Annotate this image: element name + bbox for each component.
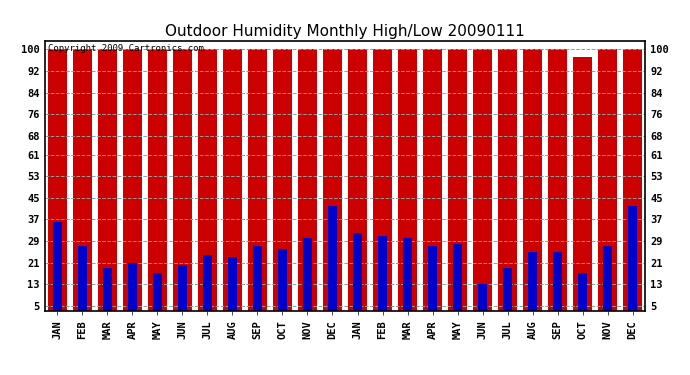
Title: Outdoor Humidity Monthly High/Low 20090111: Outdoor Humidity Monthly High/Low 200901… xyxy=(165,24,525,39)
Bar xyxy=(503,268,512,320)
Bar xyxy=(549,50,567,320)
Bar xyxy=(173,50,192,320)
Bar xyxy=(423,50,442,320)
Bar xyxy=(578,273,587,320)
Bar xyxy=(48,50,67,320)
Bar xyxy=(123,50,141,320)
Bar xyxy=(428,246,437,320)
Bar xyxy=(373,50,392,320)
Bar xyxy=(473,50,492,320)
Bar xyxy=(353,233,362,320)
Bar xyxy=(348,50,367,320)
Bar xyxy=(98,50,117,320)
Bar xyxy=(53,222,61,320)
Bar xyxy=(529,252,537,320)
Bar xyxy=(403,238,412,320)
Bar xyxy=(223,50,241,320)
Bar xyxy=(248,50,267,320)
Bar xyxy=(623,50,642,320)
Bar xyxy=(323,50,342,320)
Bar xyxy=(203,255,212,320)
Bar xyxy=(148,50,167,320)
Bar xyxy=(478,284,487,320)
Bar xyxy=(78,246,87,320)
Bar xyxy=(198,50,217,320)
Bar xyxy=(328,206,337,320)
Bar xyxy=(103,268,112,320)
Bar xyxy=(598,50,617,320)
Bar xyxy=(448,50,467,320)
Bar xyxy=(73,50,92,320)
Bar xyxy=(603,246,612,320)
Bar xyxy=(303,238,312,320)
Bar xyxy=(253,246,262,320)
Bar xyxy=(178,266,187,320)
Bar xyxy=(398,50,417,320)
Bar xyxy=(128,262,137,320)
Bar xyxy=(453,244,462,320)
Bar xyxy=(378,236,387,320)
Bar xyxy=(228,257,237,320)
Bar xyxy=(278,249,287,320)
Text: Copyright 2009 Cartronics.com: Copyright 2009 Cartronics.com xyxy=(48,44,204,53)
Bar xyxy=(498,50,517,320)
Bar xyxy=(629,206,637,320)
Bar xyxy=(153,273,161,320)
Bar xyxy=(573,57,592,320)
Bar xyxy=(523,50,542,320)
Bar xyxy=(273,50,292,320)
Bar xyxy=(553,252,562,320)
Bar xyxy=(298,50,317,320)
